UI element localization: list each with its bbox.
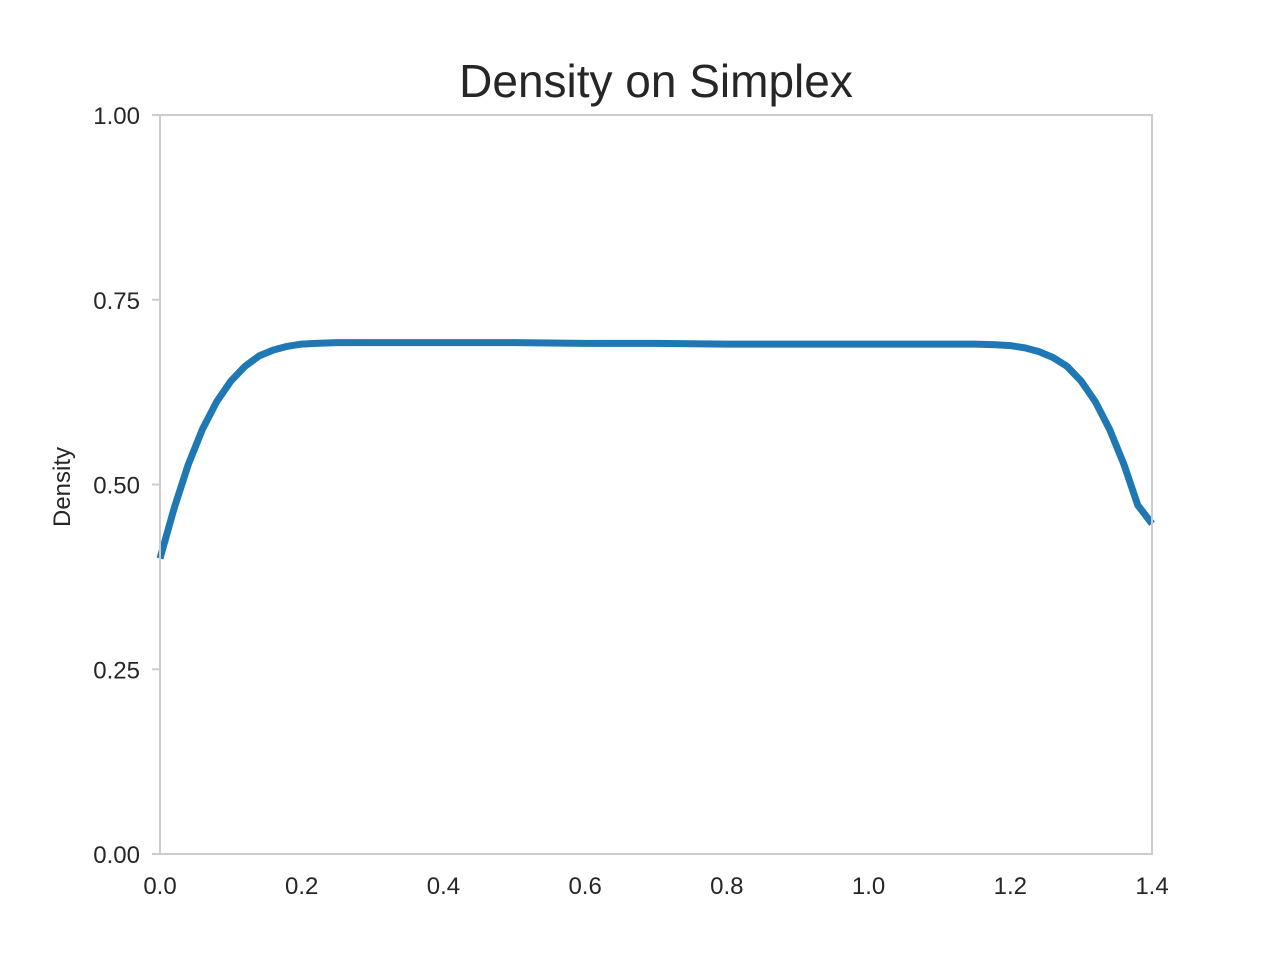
density-line — [156, 339, 1155, 560]
y-axis-label: Density — [49, 447, 76, 527]
x-tick-label: 0.2 — [285, 873, 318, 900]
x-tick-label: 1.4 — [1135, 873, 1168, 900]
x-tick-label: 0.8 — [710, 873, 743, 900]
chart-title: Density on Simplex — [459, 55, 853, 107]
y-tick-label: 0.50 — [93, 473, 140, 500]
x-tick-label: 1.0 — [852, 873, 885, 900]
series-layer — [156, 339, 1155, 560]
y-tick-label: 0.25 — [93, 657, 140, 684]
ticks-layer: 0.0 0.2 0.4 0.6 0.8 1.0 1.2 1.4 0.00 0.25 0.50 0.75… — [93, 103, 1168, 900]
plot-frame — [159, 114, 1153, 855]
x-tick-label: 0.4 — [427, 873, 460, 900]
y-tick-label: 0.75 — [93, 288, 140, 315]
y-tick-label: 0.00 — [93, 842, 140, 869]
x-tick-label: 0.6 — [568, 873, 601, 900]
x-tick-label: 1.2 — [994, 873, 1027, 900]
y-tick-label: 1.00 — [93, 103, 140, 130]
x-tick-label: 0.0 — [143, 873, 176, 900]
